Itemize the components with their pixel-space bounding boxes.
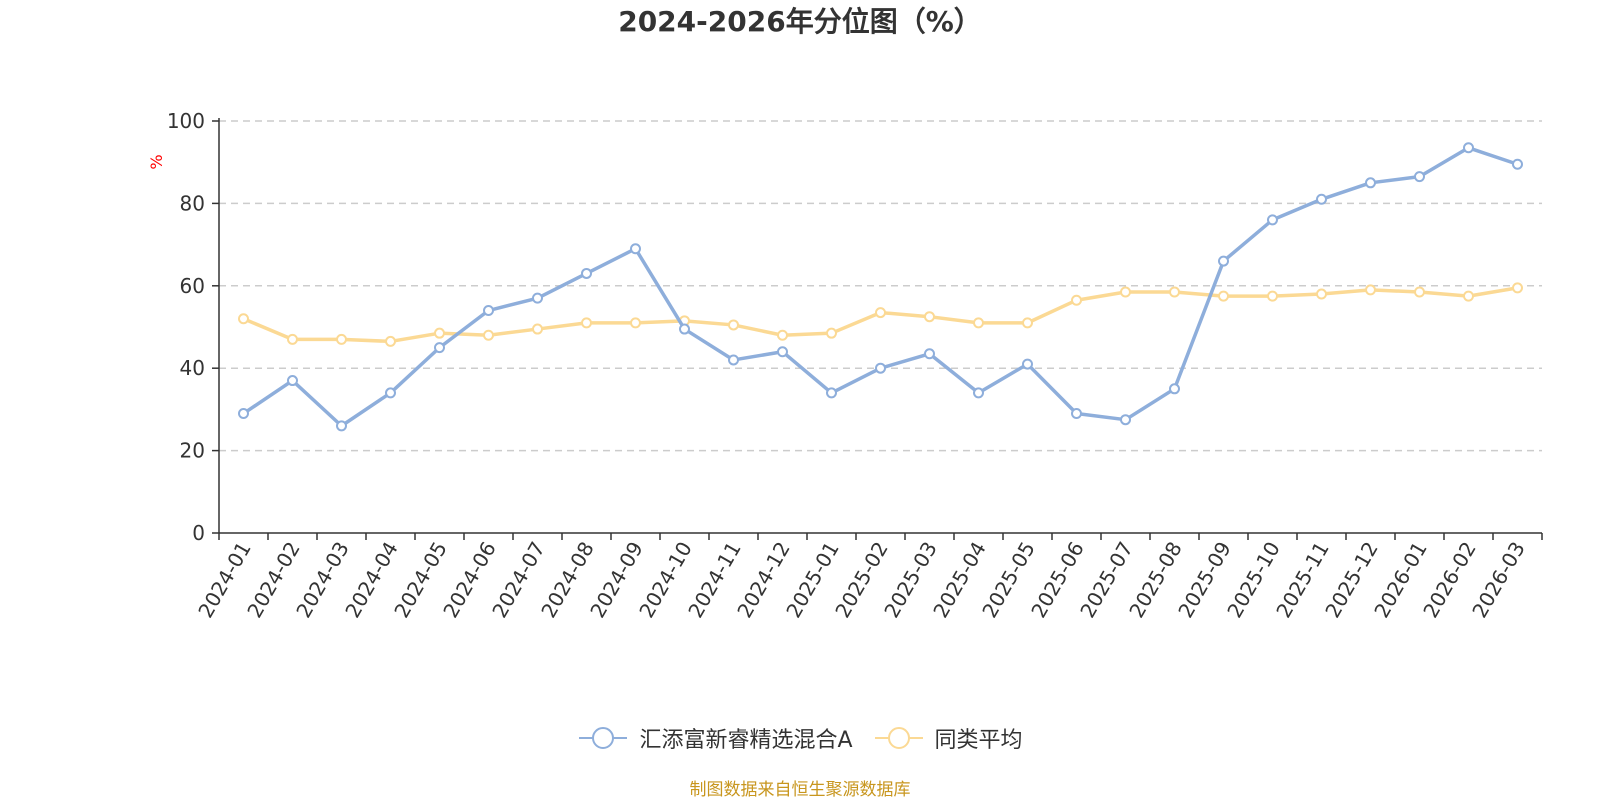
data-point-s1-2025-06 bbox=[1071, 294, 1082, 306]
data-point-s1-2024-03 bbox=[336, 333, 347, 345]
data-point-s0-2026-03 bbox=[1512, 158, 1523, 170]
data-point-s1-2025-07 bbox=[1120, 286, 1131, 298]
data-point-s0-2025-11 bbox=[1316, 193, 1327, 205]
data-point-s1-2025-04 bbox=[973, 317, 984, 329]
data-point-s0-2024-01 bbox=[238, 408, 249, 420]
data-point-s1-2024-05 bbox=[434, 327, 445, 339]
y-tick-label-20: 20 bbox=[180, 439, 205, 463]
chart-title: 2024-2026年分位图（%） bbox=[618, 5, 982, 38]
data-point-s0-2025-07 bbox=[1120, 414, 1131, 426]
data-point-s1-2024-04 bbox=[385, 335, 396, 347]
data-point-s1-2025-11 bbox=[1316, 288, 1327, 300]
y-tick-label-80: 80 bbox=[180, 191, 205, 215]
data-point-s0-2025-08 bbox=[1169, 383, 1180, 395]
data-point-s0-2025-09 bbox=[1218, 255, 1229, 267]
data-point-s1-2025-10 bbox=[1267, 290, 1278, 302]
y-tick-label-0: 0 bbox=[192, 521, 205, 545]
data-point-s0-2025-02 bbox=[875, 362, 886, 374]
data-point-s1-2025-09 bbox=[1218, 290, 1229, 302]
data-point-s1-2024-01 bbox=[238, 313, 249, 325]
data-point-s0-2024-06 bbox=[483, 305, 494, 317]
data-point-s0-2025-05 bbox=[1022, 358, 1033, 370]
legend-label-peer-average: 同类平均 bbox=[934, 728, 1023, 753]
data-point-s0-2024-02 bbox=[287, 375, 298, 387]
data-point-s1-2024-11 bbox=[728, 319, 739, 331]
data-point-s1-2025-02 bbox=[875, 307, 886, 319]
data-point-s0-2024-07 bbox=[532, 292, 543, 304]
legend: 汇添富新睿精选混合A 同类平均 bbox=[0, 722, 1600, 754]
data-point-s1-2026-02 bbox=[1463, 290, 1474, 302]
data-point-s0-2024-08 bbox=[581, 267, 592, 279]
legend-marker-peer-average bbox=[874, 727, 923, 749]
y-axis-title: % bbox=[147, 154, 166, 169]
data-point-s1-2025-08 bbox=[1169, 286, 1180, 298]
data-point-s1-2024-06 bbox=[483, 329, 494, 341]
data-point-s0-2024-03 bbox=[336, 420, 347, 432]
legend-label-fund: 汇添富新睿精选混合A bbox=[639, 728, 853, 753]
legend-item-peer-average[interactable]: 同类平均 bbox=[873, 722, 1023, 754]
legend-marker-fund bbox=[579, 727, 628, 749]
data-point-s1-2024-08 bbox=[581, 317, 592, 329]
data-point-s1-2024-02 bbox=[287, 333, 298, 345]
data-point-s0-2024-12 bbox=[777, 346, 788, 358]
data-point-s1-2025-05 bbox=[1022, 317, 1033, 329]
data-point-s0-2025-04 bbox=[973, 387, 984, 399]
data-point-s1-2025-03 bbox=[924, 311, 935, 323]
axes bbox=[212, 118, 1543, 540]
data-point-s1-2025-01 bbox=[826, 327, 837, 339]
data-point-s1-2024-07 bbox=[532, 323, 543, 335]
data-point-s1-2024-09 bbox=[630, 317, 641, 329]
data-point-s0-2025-06 bbox=[1071, 408, 1082, 420]
data-point-s1-2024-12 bbox=[777, 329, 788, 341]
data-point-s0-2024-10 bbox=[679, 323, 690, 335]
series-line-0 bbox=[242, 146, 1519, 428]
data-point-s1-2026-01 bbox=[1414, 286, 1425, 298]
data-point-s0-2026-01 bbox=[1414, 171, 1425, 183]
source-note: 制图数据来自恒生聚源数据库 bbox=[689, 780, 911, 800]
y-tick-label-40: 40 bbox=[180, 356, 205, 380]
axis-labels: 0204060801002024-012024-022024-032024-04… bbox=[147, 109, 1530, 622]
data-point-s0-2024-05 bbox=[434, 342, 445, 354]
grid-lines bbox=[219, 120, 1542, 452]
data-point-s0-2024-09 bbox=[630, 243, 641, 255]
legend-item-fund[interactable]: 汇添富新睿精选混合A bbox=[577, 722, 853, 754]
y-tick-label-100: 100 bbox=[167, 109, 205, 133]
data-point-s1-2025-12 bbox=[1365, 284, 1376, 296]
data-point-s0-2025-01 bbox=[826, 387, 837, 399]
series-lines bbox=[238, 142, 1523, 432]
data-point-s0-2025-03 bbox=[924, 348, 935, 360]
data-point-s0-2025-10 bbox=[1267, 214, 1278, 226]
data-point-s0-2025-12 bbox=[1365, 177, 1376, 189]
data-point-s0-2024-11 bbox=[728, 354, 739, 366]
data-point-s0-2026-02 bbox=[1463, 142, 1474, 154]
data-point-s0-2024-04 bbox=[385, 387, 396, 399]
data-point-s1-2026-03 bbox=[1512, 282, 1523, 294]
y-tick-label-60: 60 bbox=[180, 274, 205, 298]
